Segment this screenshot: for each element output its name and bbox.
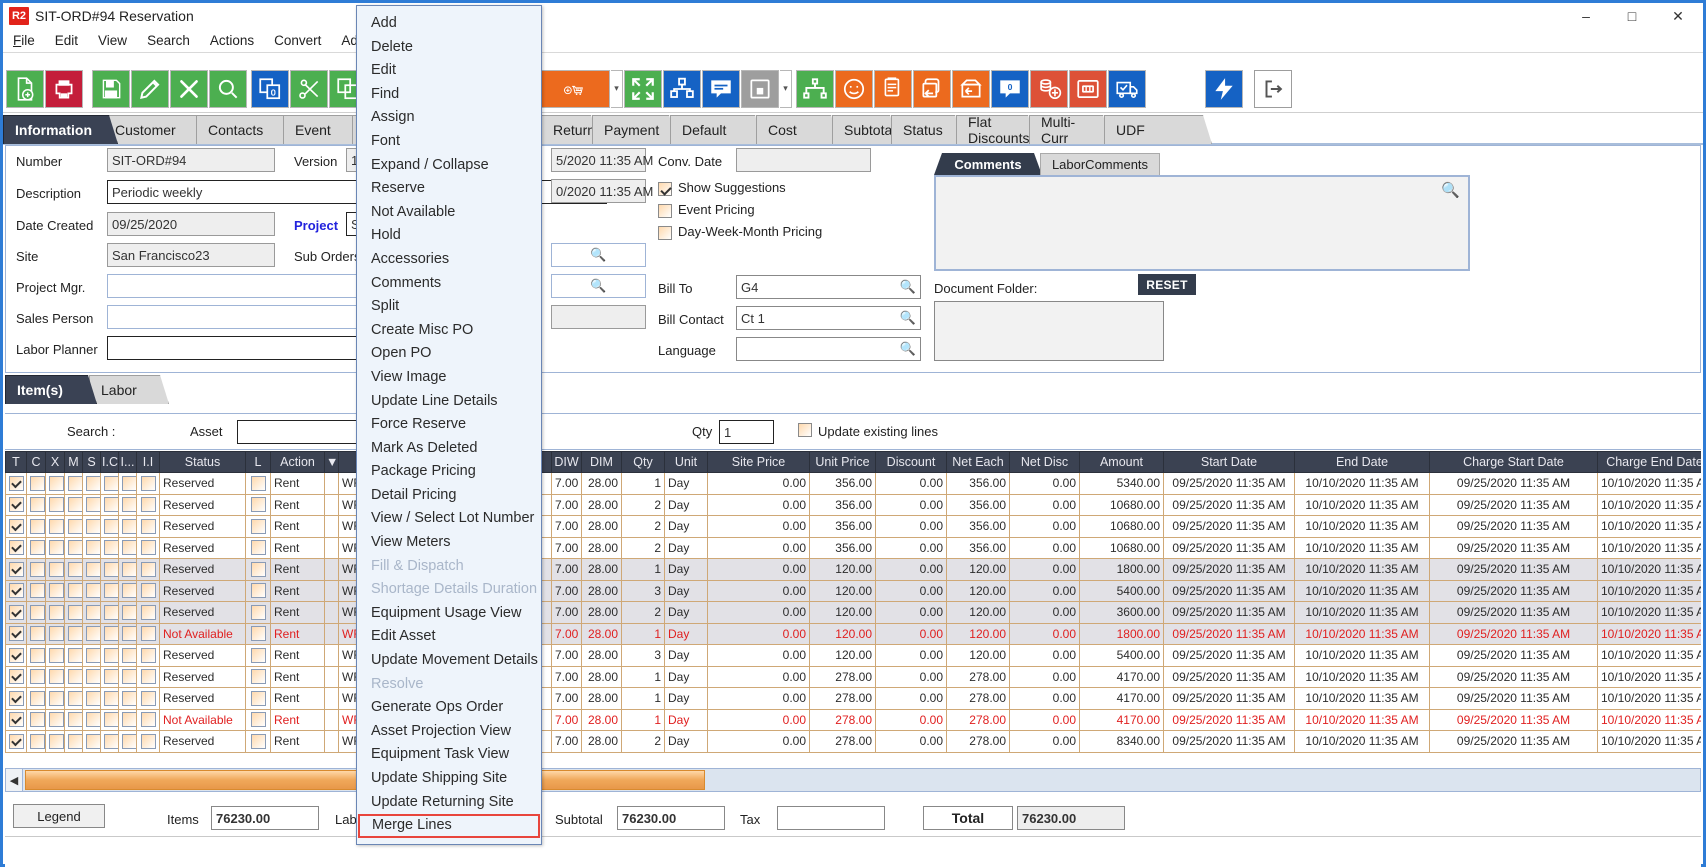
svg-text:0: 0 (1008, 82, 1013, 92)
svg-text:PO: PO (576, 87, 581, 91)
svg-text:0: 0 (271, 87, 276, 97)
